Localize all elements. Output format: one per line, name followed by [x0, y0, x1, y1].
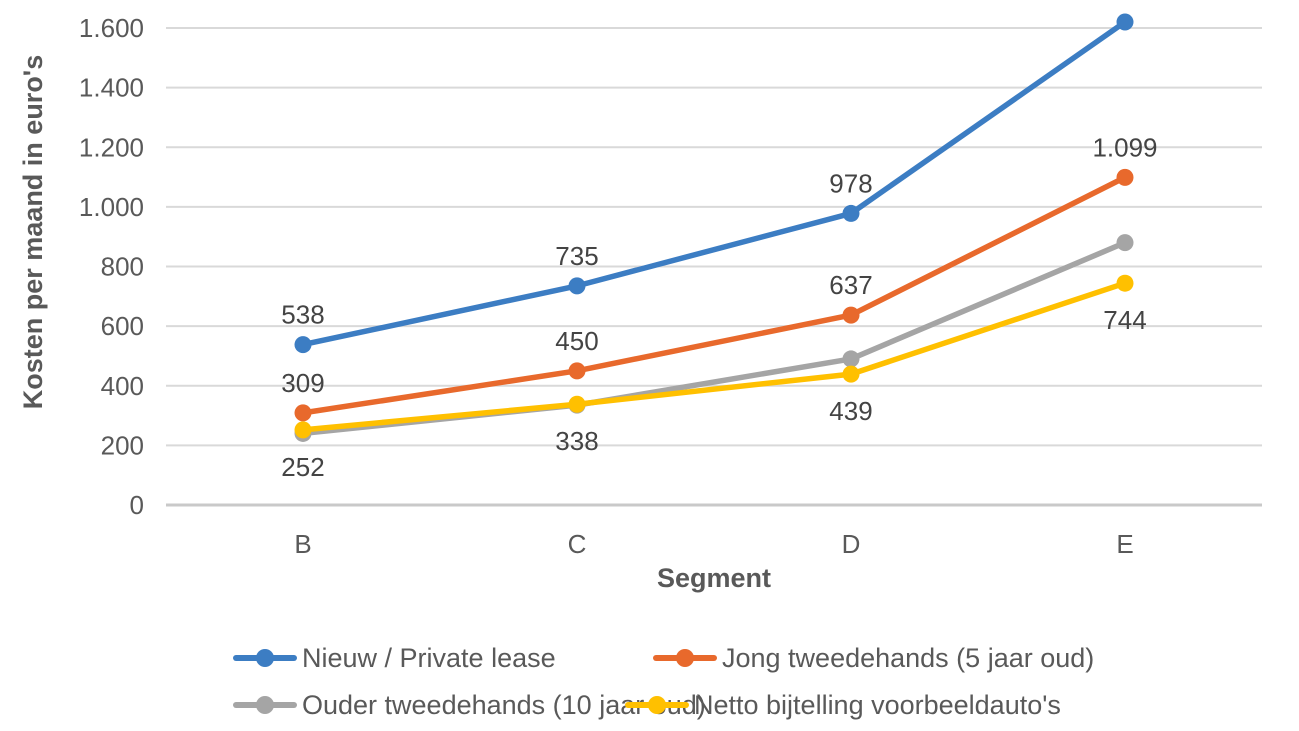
legend-item-nieuw-private-lease: Nieuw / Private lease	[233, 643, 556, 673]
data-label: 978	[829, 168, 872, 198]
legend-item-jong-tweedehands: Jong tweedehands (5 jaar oud)	[653, 643, 1094, 673]
series-line-0	[300, 19, 1128, 348]
data-point	[568, 362, 586, 380]
data-point	[568, 277, 586, 295]
data-point	[294, 404, 312, 422]
y-tick-label: 1.600	[79, 13, 144, 43]
legend-label: Netto bijtelling voorbeeldauto's	[694, 689, 1061, 720]
x-tick-label: C	[568, 529, 587, 559]
y-tick-label: 400	[101, 371, 144, 401]
series-line-1	[300, 174, 1128, 416]
data-label: 252	[281, 452, 324, 482]
y-tick-label: 800	[101, 252, 144, 282]
legend-item-netto-bijtelling: Netto bijtelling voorbeeldauto's	[625, 690, 1061, 720]
data-point	[842, 365, 860, 383]
data-point	[842, 350, 860, 368]
data-label: 1.099	[1092, 132, 1157, 162]
y-tick-label: 200	[101, 430, 144, 460]
data-point	[842, 204, 860, 222]
data-point	[1116, 234, 1134, 252]
legend-marker-icon	[233, 695, 297, 715]
data-point	[1116, 274, 1134, 292]
data-label: 338	[555, 426, 598, 456]
y-axis-title: Kosten per maand in euro's	[18, 54, 48, 410]
data-point	[294, 336, 312, 354]
series-line-3	[300, 280, 1128, 433]
legend-label: Jong tweedehands (5 jaar oud)	[722, 642, 1095, 673]
legend-marker-icon	[625, 695, 689, 715]
data-label: 538	[281, 300, 324, 330]
series-line-2	[300, 239, 1128, 437]
legend-marker-icon	[233, 648, 297, 668]
data-point	[1116, 13, 1134, 31]
data-label: 735	[555, 241, 598, 271]
legend-marker-icon	[653, 648, 717, 668]
y-tick-label: 1.400	[79, 73, 144, 103]
x-tick-label: E	[1116, 529, 1133, 559]
data-point	[842, 306, 860, 324]
data-label: 439	[829, 396, 872, 426]
data-point	[294, 421, 312, 439]
y-tick-label: 1.200	[79, 132, 144, 162]
data-label: 450	[555, 326, 598, 356]
x-tick-label: D	[842, 529, 861, 559]
x-axis-title: Segment	[656, 563, 772, 593]
y-tick-label: 0	[130, 490, 144, 520]
x-tick-label: B	[294, 529, 311, 559]
data-point	[1116, 168, 1134, 186]
data-label: 309	[281, 368, 324, 398]
y-tick-label: 600	[101, 311, 144, 341]
data-point	[568, 395, 586, 413]
legend-label: Nieuw / Private lease	[302, 642, 556, 673]
data-label: 637	[829, 270, 872, 300]
y-tick-label: 1.000	[79, 192, 144, 222]
data-label: 744	[1103, 305, 1146, 335]
